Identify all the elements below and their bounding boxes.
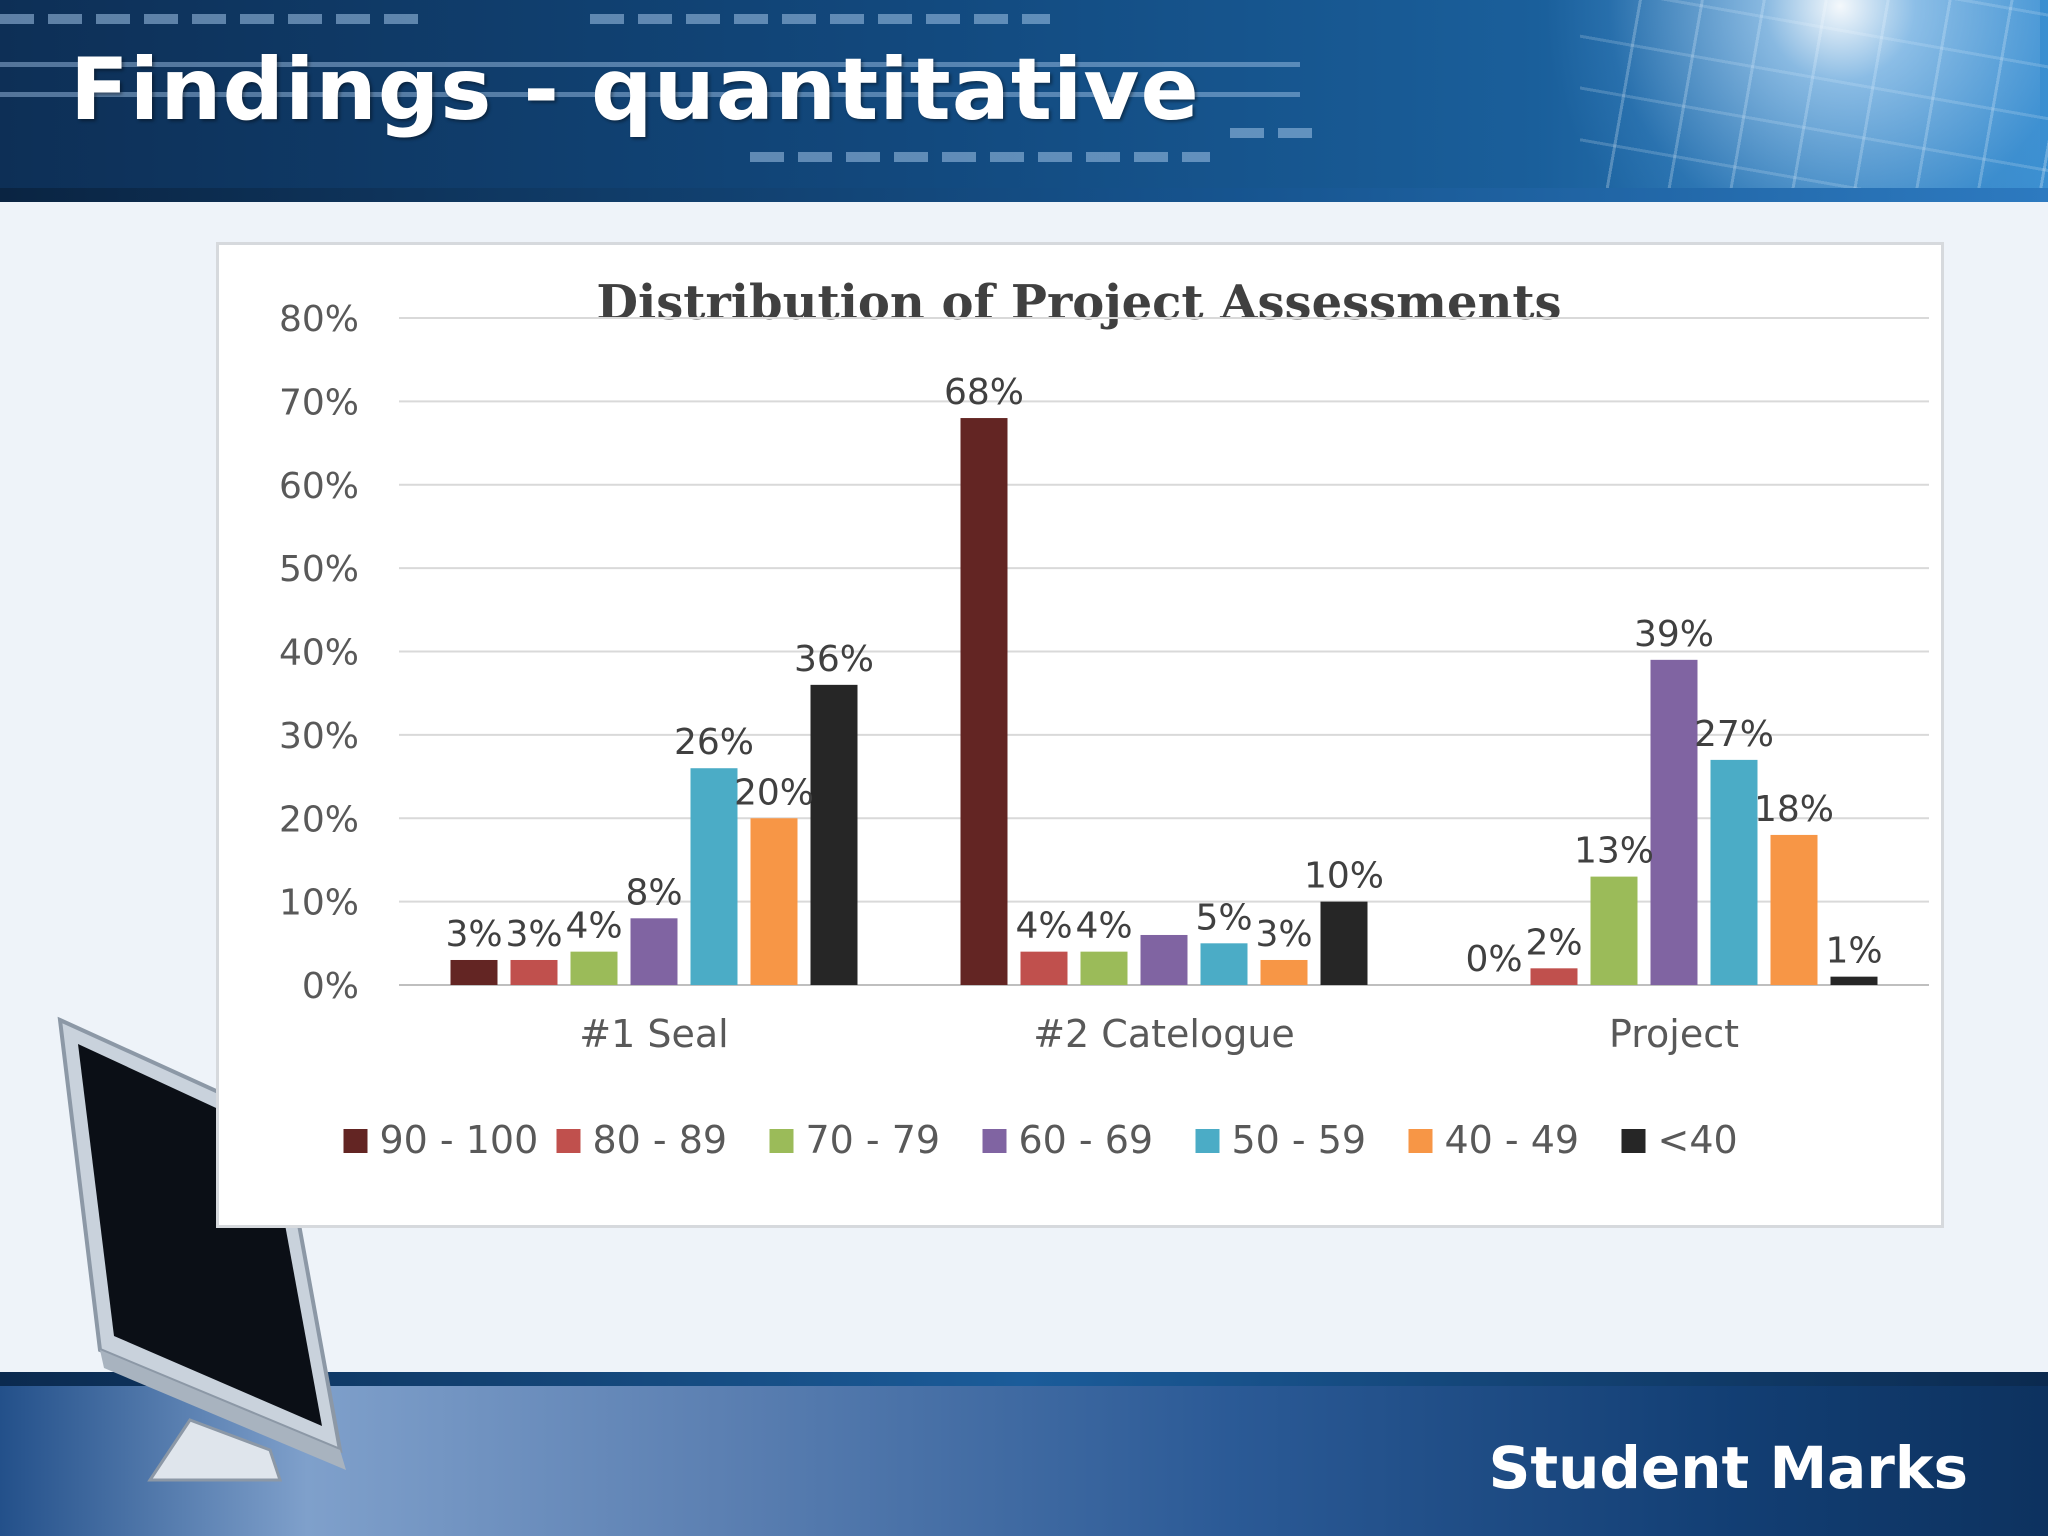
header-bar xyxy=(0,188,2048,202)
legend-label: 50 - 59 xyxy=(1232,1118,1367,1162)
y-tick-label: 30% xyxy=(279,716,359,757)
data-label: 18% xyxy=(1754,789,1834,830)
legend-swatch xyxy=(343,1129,368,1153)
bar xyxy=(1590,876,1638,985)
bar xyxy=(1830,976,1878,985)
footer-label: Student Marks xyxy=(1488,1434,1968,1502)
data-label: 68% xyxy=(944,372,1024,413)
legend-swatch xyxy=(1408,1129,1433,1153)
bar xyxy=(510,959,558,985)
footer-bar xyxy=(0,1372,2048,1386)
data-label: 1% xyxy=(1825,931,1882,972)
x-tick-label: Project xyxy=(1609,1012,1739,1056)
bar xyxy=(1080,951,1128,985)
bar xyxy=(960,418,1008,985)
legend-label: 60 - 69 xyxy=(1019,1118,1154,1162)
footer-banner xyxy=(0,1372,2048,1536)
bar xyxy=(1320,901,1368,985)
banner-dashes xyxy=(0,14,420,24)
banner-dashes xyxy=(1230,128,1320,138)
legend-swatch xyxy=(1621,1129,1646,1153)
bar xyxy=(1530,968,1578,985)
bar xyxy=(1200,943,1248,985)
y-tick-label: 10% xyxy=(279,883,359,924)
chart-panel: Distribution of Project Assessments 0% 10… xyxy=(216,242,1944,1228)
bar xyxy=(1140,934,1188,985)
bar xyxy=(810,684,858,985)
data-label: 4% xyxy=(565,906,622,947)
data-label: 10% xyxy=(1304,856,1384,897)
bars xyxy=(450,418,1878,985)
bar xyxy=(450,959,498,985)
legend-label: 40 - 49 xyxy=(1445,1118,1580,1162)
y-axis: 0% 10% 20% 30% 40% 50% 60% 70% 80% xyxy=(279,299,359,1007)
bar xyxy=(1020,951,1068,985)
banner-dashes xyxy=(590,14,1050,24)
bar xyxy=(630,918,678,985)
header-banner xyxy=(0,0,2048,200)
legend-label: <40 xyxy=(1658,1118,1738,1162)
x-tick-label: #2 Catelogue xyxy=(1033,1012,1295,1056)
y-tick-label: 80% xyxy=(279,299,359,340)
legend-label: 90 - 100 xyxy=(380,1118,539,1162)
banner-dashes xyxy=(750,152,1210,162)
bar-chart: Distribution of Project Assessments 0% 10… xyxy=(279,275,1929,1162)
data-label: 20% xyxy=(734,772,814,813)
data-label: 5% xyxy=(1195,897,1252,938)
y-tick-label: 70% xyxy=(279,382,359,423)
legend-swatch xyxy=(1195,1129,1220,1153)
x-tick-label: #1 Seal xyxy=(579,1012,728,1056)
bar xyxy=(1650,659,1698,985)
legend: 90 - 100 80 - 89 70 - 79 60 - 69 50 - 59 40 -… xyxy=(343,1118,1738,1162)
y-tick-label: 0% xyxy=(302,966,359,1007)
y-tick-label: 20% xyxy=(279,799,359,840)
legend-swatch xyxy=(556,1129,581,1153)
x-axis: #1 Seal #2 Catelogue Project xyxy=(579,1012,1739,1056)
legend-label: 70 - 79 xyxy=(806,1118,941,1162)
chart-title: Distribution of Project Assessments xyxy=(596,275,1561,331)
data-label: 4% xyxy=(1015,906,1072,947)
data-label: 13% xyxy=(1574,831,1654,872)
y-tick-label: 60% xyxy=(279,466,359,507)
slide-title: Findings - quantitative xyxy=(70,40,1200,140)
data-label: 3% xyxy=(445,914,502,955)
data-label: 2% xyxy=(1525,922,1582,963)
bar xyxy=(690,768,738,985)
data-label: 36% xyxy=(794,639,874,680)
data-label: 8% xyxy=(625,872,682,913)
data-label: 27% xyxy=(1694,714,1774,755)
legend-swatch xyxy=(769,1129,794,1153)
bar xyxy=(750,818,798,985)
bar xyxy=(1260,959,1308,985)
light-flare xyxy=(1540,0,2040,200)
banner-stripe xyxy=(0,92,1300,97)
data-label: 39% xyxy=(1634,614,1714,655)
bar xyxy=(570,951,618,985)
legend-swatch xyxy=(982,1129,1007,1153)
bar xyxy=(1710,759,1758,985)
data-label: 4% xyxy=(1075,906,1132,947)
y-tick-label: 50% xyxy=(279,549,359,590)
y-tick-label: 40% xyxy=(279,633,359,674)
legend-label: 80 - 89 xyxy=(593,1118,728,1162)
data-label: 3% xyxy=(1255,914,1312,955)
banner-stripe xyxy=(0,62,1300,67)
bar xyxy=(1770,834,1818,985)
data-labels: 3% 3% 4%8%26%20%36%68%4% 4% 5% 3%10%0% 2%13%39… xyxy=(445,372,1882,980)
data-label: 26% xyxy=(674,722,754,763)
data-label: 3% xyxy=(505,914,562,955)
data-label: 0% xyxy=(1465,939,1522,980)
